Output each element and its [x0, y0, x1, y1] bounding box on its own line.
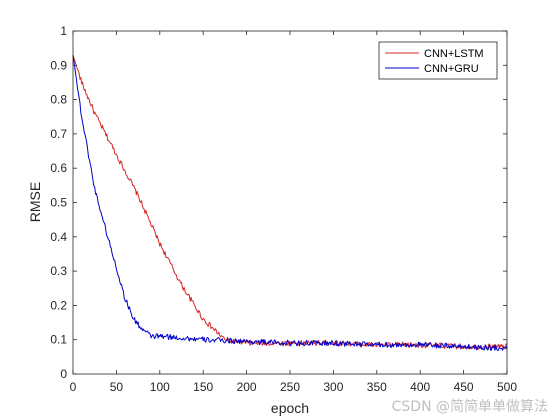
- y-axis: 0 0.1 0.2 0.3 0.4 0.5 0.6 0.7 0.8 0.9 1: [50, 24, 507, 381]
- x-tick-label: 50: [110, 380, 124, 394]
- x-tick-label: 500: [497, 380, 517, 394]
- x-axis-label: epoch: [271, 400, 309, 416]
- y-tick-label: 0.9: [50, 58, 67, 72]
- y-tick-label: 0.1: [50, 333, 67, 347]
- series-layer: [72, 54, 508, 351]
- x-tick-label: 350: [367, 380, 387, 394]
- series-line-1: [72, 54, 508, 350]
- y-tick-label: 1: [60, 24, 67, 38]
- x-axis: 0 50 100 150 200 250 300 350 400 450 500: [70, 31, 517, 394]
- y-tick-label: 0: [60, 367, 67, 381]
- y-tick-label: 0.6: [50, 161, 67, 175]
- y-tick-label: 0.2: [50, 298, 67, 312]
- x-tick-label: 400: [410, 380, 430, 394]
- plot-area: [73, 31, 507, 374]
- y-tick-label: 0.5: [50, 196, 67, 210]
- x-tick-label: 200: [237, 380, 257, 394]
- legend-box: [378, 41, 498, 80]
- legend-label: CNN+GRU: [424, 63, 479, 75]
- series-line-2: [72, 54, 508, 351]
- x-tick-label: 250: [280, 380, 300, 394]
- y-tick-label: 0.3: [50, 264, 67, 278]
- x-tick-label: 300: [323, 380, 343, 394]
- y-axis-label: RMSE: [27, 182, 43, 222]
- x-tick-label: 150: [193, 380, 213, 394]
- y-tick-label: 0.4: [50, 230, 67, 244]
- y-tick-label: 0.8: [50, 93, 67, 107]
- y-tick-label: 0.7: [50, 127, 67, 141]
- legend: CNN+LSTM CNN+GRU: [378, 41, 498, 80]
- x-tick-label: 0: [70, 380, 77, 394]
- watermark: CSDN @简简单单做算法: [391, 399, 548, 415]
- x-tick-label: 450: [454, 380, 474, 394]
- legend-label: CNN+LSTM: [424, 48, 484, 60]
- x-tick-label: 100: [150, 380, 170, 394]
